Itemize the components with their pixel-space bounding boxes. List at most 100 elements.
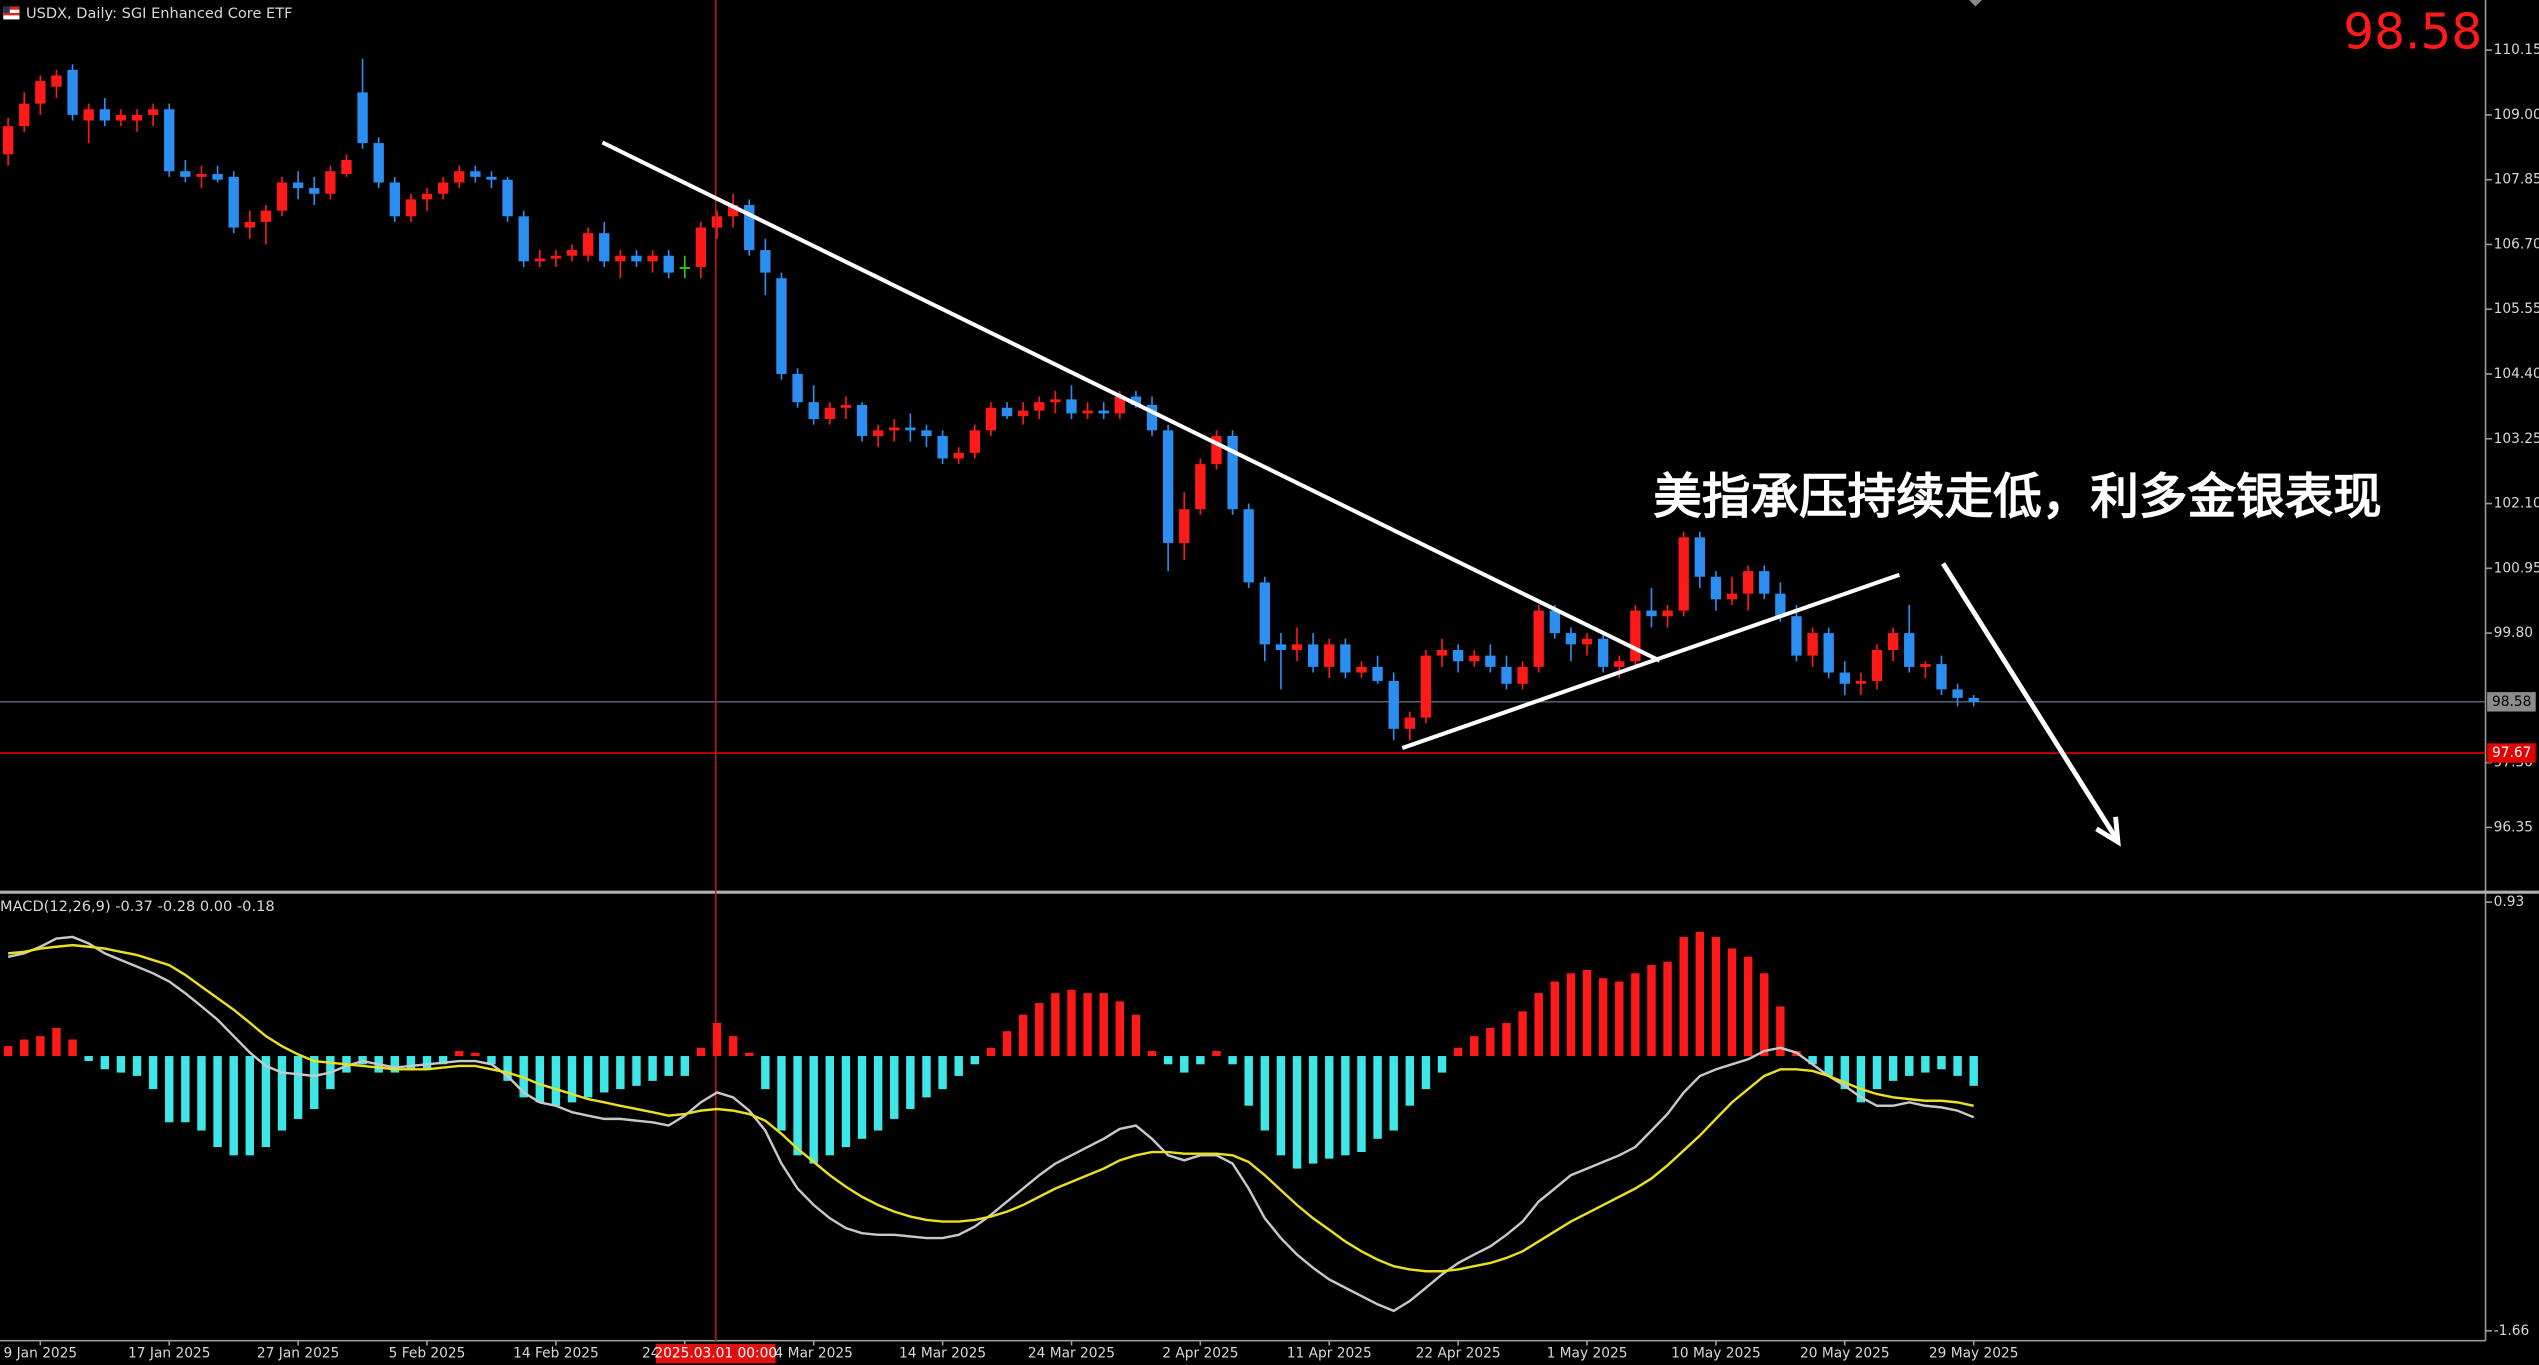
candle-body [969,430,980,453]
histogram-bar [954,1056,963,1076]
x-tick-label: 10 May 2025 [1671,1346,1761,1362]
histogram-bar [1905,1056,1914,1076]
histogram-bar [938,1056,947,1090]
y-tick-label: 0.93 [2494,894,2525,910]
candle-body [1565,633,1577,645]
histogram-bar [664,1056,673,1076]
histogram-bar [1308,1056,1318,1164]
candle-body [1211,435,1222,465]
x-tick-label: 9 Jan 2025 [4,1346,78,1362]
histogram-bar [1679,936,1688,1057]
candle-body [292,182,304,189]
histogram-bar [1035,1003,1044,1057]
histogram-bar [1405,1056,1415,1106]
histogram-bar [1647,965,1656,1057]
histogram-bar [1953,1056,1962,1076]
histogram-bar [906,1056,915,1110]
histogram-bar [1969,1056,1978,1086]
candle-body [1243,509,1254,583]
histogram-bar [438,1056,448,1065]
histogram-bar [1760,973,1769,1057]
candle-body [1694,537,1705,577]
candle-body [373,143,384,183]
crosshair-box [655,1343,776,1364]
histogram-bar [1534,993,1543,1057]
candle-body [244,221,255,228]
histogram-bar [890,1056,899,1119]
candle-body [1162,430,1174,543]
candle-body [1324,644,1335,667]
histogram-bar [712,1022,722,1057]
histogram-bar [1598,978,1608,1057]
histogram-bar [1856,1056,1866,1103]
candle-body [792,373,803,403]
candle-body [1114,396,1125,414]
chart-title: USDX, Daily: SGI Enhanced Core ETF [26,5,293,22]
histogram-bar [487,1056,496,1065]
candle-body [550,255,562,259]
candle-body [1614,661,1625,667]
candle-body [1549,610,1560,634]
x-tick-label: 14 Mar 2025 [899,1346,986,1362]
histogram-bar [1808,1056,1817,1065]
candle-body [566,250,578,256]
candle-body [437,182,449,194]
candle-body [1791,616,1802,656]
candle-body [421,193,433,200]
candle-body [1581,638,1593,645]
candle-body [1968,697,1979,702]
candle-body [937,435,948,459]
x-tick-label: 24 Mar 2025 [1028,1346,1115,1362]
candle-body [1275,644,1287,650]
histogram-bar [148,1056,158,1090]
histogram-bar [1776,1006,1785,1057]
candle-body [1034,402,1045,411]
candle-body [921,430,932,436]
histogram-bar [1147,1051,1157,1057]
histogram-bar [1115,1001,1125,1057]
histogram-bar [277,1056,287,1131]
candle-body [1017,410,1029,417]
candle-body [889,427,900,431]
candle-body [1259,582,1270,645]
annotation: 美指承压持续走低，利多金银表现 [1653,468,2381,525]
candle-body [486,176,497,180]
x-tick-label: 27 Jan 2025 [257,1346,339,1362]
histogram-bar [1518,1011,1527,1057]
candle-body [1533,610,1544,667]
histogram-bar [390,1056,400,1073]
candle-body [1501,666,1512,684]
histogram-bar [680,1056,690,1076]
histogram-bar [229,1056,238,1156]
histogram-bar [1180,1056,1189,1073]
histogram-bar [583,1056,593,1098]
candle-body [744,205,755,251]
x-tick-label: 29 May 2025 [1929,1346,2019,1362]
x-tick-label: 4 Mar 2025 [774,1346,852,1362]
histogram-bar [873,1056,883,1131]
y-tick-label: 110.15 [2494,42,2539,58]
candle-body [953,452,964,459]
histogram-bar [1695,931,1705,1057]
y-tick-label: 109.00 [2494,107,2539,123]
histogram-bar [551,1056,561,1106]
candle-body [454,171,465,183]
candle-body [1452,649,1464,662]
x-tick-label: 20 May 2025 [1800,1346,1890,1362]
candle-body [1307,644,1319,667]
y-tick-label: 106.70 [2494,236,2539,252]
histogram-bar [535,1056,545,1103]
histogram-bar [1131,1014,1141,1057]
candle-body [1678,537,1689,611]
candle-body [1001,407,1013,417]
candle-body [872,430,884,436]
candle-body [695,227,707,267]
candle-body [615,255,626,262]
histogram-bar [1018,1014,1028,1057]
candle-body [1485,655,1496,667]
candle-body [1469,655,1480,662]
histogram-bar [1615,981,1624,1057]
candle-body [1050,399,1061,403]
y-tick-label: 107.85 [2494,172,2539,188]
histogram-bar [1228,1056,1237,1065]
